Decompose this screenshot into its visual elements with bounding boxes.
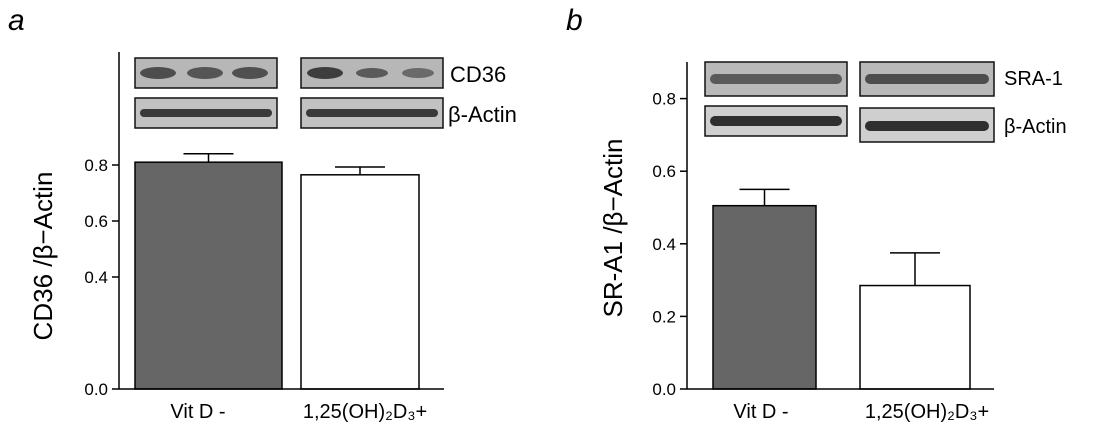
blot-band xyxy=(140,109,272,117)
ytick-label: 0.2 xyxy=(652,307,676,326)
panel-a-xtick-vitd-minus: Vit D - xyxy=(170,401,225,423)
ytick-label: 0.6 xyxy=(84,212,108,231)
blot-label-actin-a: β-Actin xyxy=(448,102,517,127)
panel-a: a CD36 /β−Actin 0.0 0.4 0.6 0.8 CD36 β-Acti… xyxy=(8,4,517,423)
panel-a-letter: a xyxy=(8,4,25,37)
blot-band xyxy=(865,121,989,131)
blot-band xyxy=(187,67,223,79)
panel-a-western-blot: CD36 β-Actin xyxy=(134,57,517,129)
panel-b: b SR-A1 /β−Actin 0.0 0.2 0.4 0.6 0.8 SRA-1 β… xyxy=(566,4,1067,423)
ytick-label: 0.8 xyxy=(84,156,108,175)
panel-b-xtick-vitd-minus: Vit D - xyxy=(733,401,788,423)
blot-band xyxy=(356,68,388,78)
blot-band xyxy=(232,67,268,79)
ytick-label: 0.0 xyxy=(84,380,108,399)
bar-vitd-minus-a xyxy=(134,161,283,390)
ytick-label: 0.4 xyxy=(652,235,676,254)
ytick-label: 0.0 xyxy=(652,380,676,399)
blot-band xyxy=(865,74,989,84)
panel-a-error-bars xyxy=(183,153,385,175)
panel-b-letter: b xyxy=(566,4,583,37)
panel-a-ytick-labels: 0.0 0.4 0.6 0.8 xyxy=(84,156,119,399)
bar-vitd-plus-b xyxy=(859,284,971,390)
blot-band xyxy=(710,74,842,84)
panel-b-ylabel: SR-A1 /β−Actin xyxy=(598,139,628,318)
blot-band xyxy=(402,68,434,78)
panel-b-ytick-labels: 0.0 0.2 0.4 0.6 0.8 xyxy=(652,90,687,399)
panel-b-bars xyxy=(712,204,971,390)
blot-label-actin-b: β-Actin xyxy=(1004,116,1067,138)
bar-vitd-plus-a xyxy=(300,174,420,390)
panel-a-ylabel: CD36 /β−Actin xyxy=(28,172,58,341)
blot-label-cd36: CD36 xyxy=(450,62,506,87)
blot-band xyxy=(140,67,176,79)
panel-b-western-blot: SRA-1 β-Actin xyxy=(704,61,1067,143)
panel-b-xtick-vitd-plus: 1,25(OH)₂D₃+ xyxy=(865,401,989,423)
panel-a-xtick-vitd-plus: 1,25(OH)₂D₃+ xyxy=(303,401,427,423)
panel-b-error-bars xyxy=(739,188,940,286)
bar-vitd-minus-b xyxy=(712,204,817,390)
blot-band xyxy=(306,109,438,117)
ytick-label: 0.4 xyxy=(84,268,108,287)
ytick-label: 0.6 xyxy=(652,162,676,181)
panel-a-bars xyxy=(134,161,420,390)
blot-band xyxy=(710,116,842,126)
blot-label-sra1: SRA-1 xyxy=(1004,68,1063,90)
ytick-label: 0.8 xyxy=(652,90,676,109)
blot-band xyxy=(307,67,343,79)
